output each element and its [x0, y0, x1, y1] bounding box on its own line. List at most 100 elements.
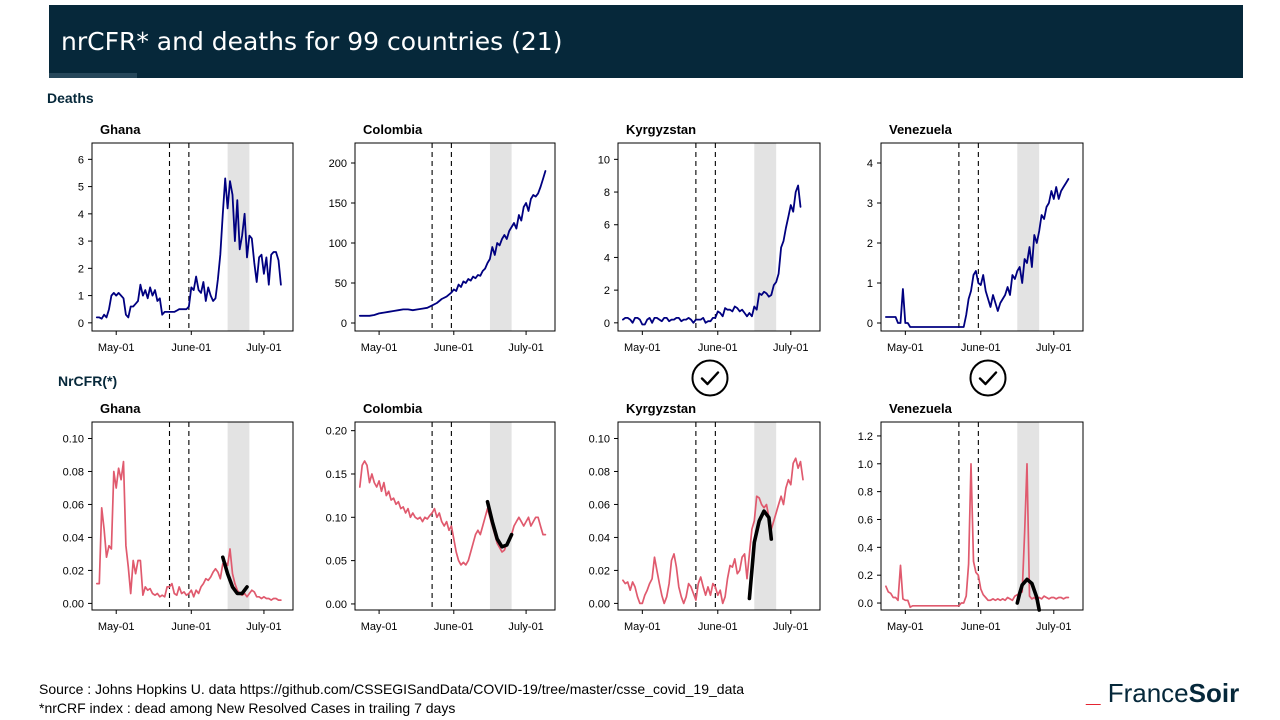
logo-dash: _	[1086, 678, 1101, 708]
y-tick-label: 0.04	[589, 532, 610, 544]
fitted-curve-line	[221, 555, 249, 596]
y-tick-label: 6	[78, 154, 84, 166]
plot-frame	[354, 421, 556, 611]
y-tick-label: 0.00	[63, 598, 84, 610]
check-circle-icon-kyrgyzstan	[691, 359, 729, 397]
shaded-window	[227, 422, 250, 610]
y-tick-label: 2	[867, 238, 873, 250]
x-tick-label: June-01	[961, 342, 1001, 354]
shaded-window	[489, 422, 512, 610]
y-tick-label: 5	[78, 182, 84, 194]
x-tick-label: June-01	[698, 621, 738, 633]
panel-title-kyrgyzstan-deaths: Kyrgyzstan	[626, 122, 696, 137]
y-tick-label: 1.0	[858, 459, 873, 471]
y-tick-label: 0	[78, 318, 84, 330]
title-banner: nrCFR* and deaths for 99 countries (21)	[49, 5, 1243, 78]
y-tick-label: 1.2	[858, 431, 873, 443]
y-tick-label: 0.06	[63, 499, 84, 511]
data-series-line	[95, 460, 282, 601]
shaded-window	[489, 143, 512, 331]
plot-area-venezuela-deaths	[881, 143, 1083, 331]
y-tick-label: 0.10	[326, 512, 347, 524]
y-tick-label: 0.05	[326, 556, 347, 568]
x-tick-label: June-01	[434, 342, 474, 354]
panel-kyrgyzstan-deaths: Kyrgyzstan 0 2 4 6 8 10 May-01 June-01 July-01	[598, 122, 821, 354]
y-tick-label: 4	[78, 209, 84, 221]
plot-frame	[880, 142, 1084, 332]
y-tick-label: 0	[341, 318, 347, 330]
y-tick-label: 0.08	[63, 466, 84, 478]
fitted-curve-line	[485, 499, 514, 549]
y-tick-label: 0.8	[858, 487, 873, 499]
panel-title-ghana-nrcfr: Ghana	[100, 401, 141, 416]
y-tick-label: 0.06	[589, 499, 610, 511]
y-tick-label: 50	[335, 278, 347, 290]
panel-venezuela-nrcfr: Venezuela 0.0 0.2 0.4 0.6 0.8 1.0 1.2 May-01 June…	[858, 401, 1084, 633]
x-tick-label: July-01	[508, 342, 543, 354]
banner-accent-bar	[49, 73, 137, 78]
panel-ghana-deaths: Ghana 0 1 2 3 4 5 6 May-01 June-01 July-01	[78, 122, 294, 354]
y-tick-label: 0.0	[858, 598, 873, 610]
data-series-line	[885, 462, 1070, 609]
y-tick-label: 0.10	[589, 433, 610, 445]
y-tick-label: 0.00	[589, 598, 610, 610]
y-tick-label: 0.20	[326, 426, 347, 438]
y-tick-label: 100	[329, 238, 347, 250]
data-series-line	[358, 170, 547, 317]
y-tick-label: 6	[604, 220, 610, 232]
plot-frame	[617, 421, 821, 611]
y-tick-label: 8	[604, 187, 610, 199]
panel-venezuela-deaths: Venezuela 0 1 2 3 4 May-01 June-01 July-01	[867, 122, 1084, 354]
x-tick-label: May-01	[361, 621, 398, 633]
y-tick-label: 1	[78, 291, 84, 303]
data-series-line	[622, 184, 802, 326]
plot-area-kyrgyzstan-deaths	[618, 143, 820, 331]
x-tick-label: May-01	[98, 621, 135, 633]
y-tick-label: 3	[78, 236, 84, 248]
y-tick-label: 1	[867, 278, 873, 290]
panel-title-colombia-nrcfr: Colombia	[363, 401, 423, 416]
y-tick-label: 10	[598, 154, 610, 166]
y-tick-label: 0.08	[589, 466, 610, 478]
x-tick-label: June-01	[698, 342, 738, 354]
logo-soir: Soir	[1188, 678, 1240, 708]
plot-area-colombia-deaths	[355, 143, 555, 331]
francesoir-logo: _ FranceSoir	[1086, 678, 1239, 709]
plot-area-colombia-nrcfr	[355, 422, 555, 610]
x-tick-label: June-01	[434, 621, 474, 633]
y-tick-label: 0	[867, 318, 873, 330]
y-tick-label: 0.00	[326, 599, 347, 611]
panel-title-venezuela-nrcfr: Venezuela	[889, 401, 953, 416]
y-tick-label: 2	[604, 285, 610, 297]
x-tick-label: July-01	[1036, 342, 1071, 354]
panel-title-venezuela-deaths: Venezuela	[889, 122, 953, 137]
x-tick-label: July-01	[773, 342, 808, 354]
y-tick-label: 200	[329, 158, 347, 170]
y-tick-label: 0.15	[326, 469, 347, 481]
x-tick-label: July-01	[1036, 621, 1071, 633]
shaded-window	[754, 143, 777, 331]
y-tick-label: 0.04	[63, 532, 84, 544]
x-tick-label: May-01	[98, 342, 135, 354]
shaded-window	[1017, 143, 1040, 331]
panel-kyrgyzstan-nrcfr: Kyrgyzstan 0.00 0.02 0.04 0.06 0.08 0.10 May-01…	[589, 401, 821, 633]
y-tick-label: 0	[604, 318, 610, 330]
panel-title-kyrgyzstan-nrcfr: Kyrgyzstan	[626, 401, 696, 416]
y-tick-label: 0.4	[858, 542, 873, 554]
y-tick-label: 2	[78, 263, 84, 275]
data-series-line	[622, 457, 804, 605]
plot-area-ghana-nrcfr	[92, 422, 293, 610]
x-tick-label: May-01	[624, 621, 661, 633]
y-tick-label: 0.6	[858, 514, 873, 526]
plot-area-venezuela-nrcfr	[881, 422, 1083, 610]
y-tick-label: 0.10	[63, 433, 84, 445]
data-series-line	[358, 460, 547, 566]
x-tick-label: May-01	[887, 342, 924, 354]
check-circle-icon-venezuela	[969, 359, 1007, 397]
data-series-line	[885, 178, 1070, 328]
nrcfr-section-label: NrCFR(*)	[58, 373, 118, 389]
plot-frame	[354, 142, 556, 332]
plot-area-kyrgyzstan-nrcfr	[618, 422, 820, 610]
panel-title-colombia-deaths: Colombia	[363, 122, 423, 137]
